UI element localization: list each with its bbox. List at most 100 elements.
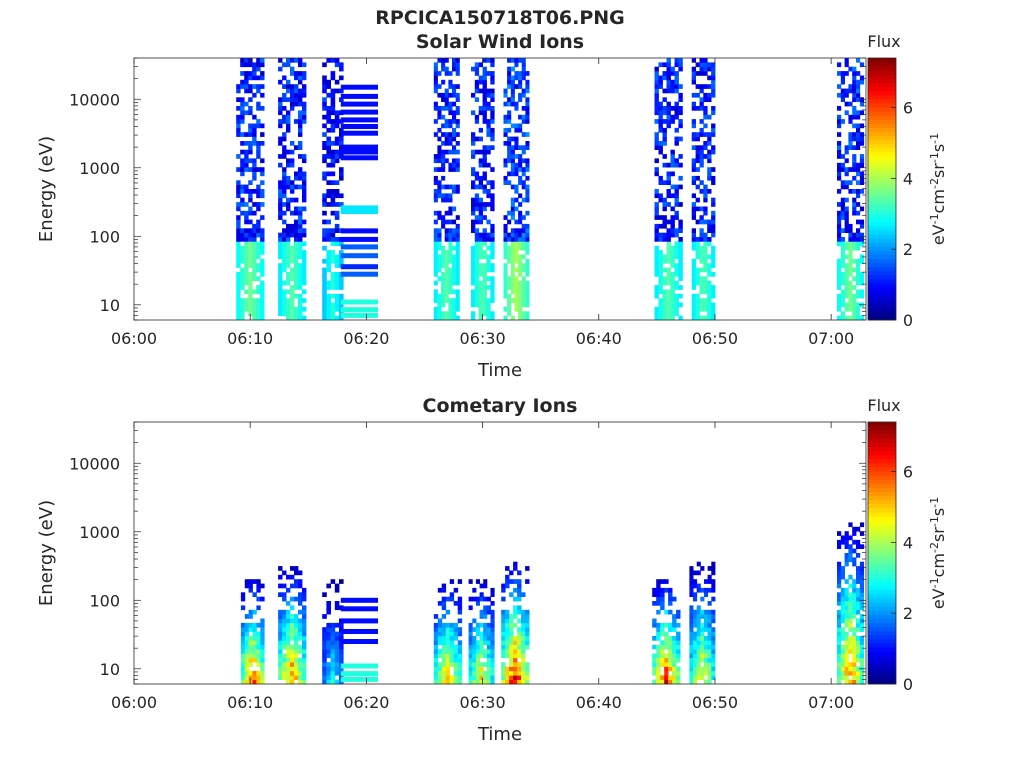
heatmap-cell bbox=[486, 258, 491, 264]
heatmap-cell bbox=[286, 79, 291, 85]
heatmap-cell bbox=[240, 62, 245, 68]
heatmap-cell bbox=[334, 202, 340, 207]
heatmap-cell bbox=[236, 84, 241, 89]
heatmap-cell bbox=[482, 84, 487, 89]
heatmap-cell bbox=[676, 640, 681, 645]
heatmap-cell bbox=[449, 653, 455, 659]
colorbar-segment bbox=[868, 536, 896, 542]
heatmap-cell bbox=[658, 285, 663, 290]
heatmap-cell bbox=[664, 587, 669, 593]
heatmap-cell bbox=[510, 250, 515, 255]
heatmap-cell bbox=[334, 215, 340, 220]
heatmap-cell bbox=[521, 263, 526, 268]
heatmap-cell bbox=[278, 58, 283, 63]
heatmap-cell bbox=[509, 670, 514, 676]
heatmap-cell bbox=[290, 315, 295, 321]
heatmap-cell bbox=[518, 58, 523, 63]
heatmap-cell bbox=[674, 285, 679, 290]
heatmap-cell bbox=[441, 197, 446, 203]
heatmap-cell bbox=[696, 657, 701, 663]
colorbar-segment bbox=[868, 242, 896, 247]
heatmap-cell bbox=[294, 315, 299, 321]
heatmap-cell bbox=[486, 88, 491, 94]
heatmap-cell bbox=[240, 84, 245, 89]
heatmap-cell bbox=[290, 644, 295, 650]
heatmap-cell bbox=[711, 657, 716, 663]
heatmap-cell bbox=[670, 106, 675, 111]
heatmap-cell bbox=[471, 315, 476, 321]
heatmap-cell bbox=[837, 62, 842, 68]
heatmap-cell bbox=[662, 62, 667, 68]
heatmap-cell bbox=[457, 618, 463, 624]
heatmap-cell bbox=[703, 280, 708, 286]
heatmap-cell bbox=[260, 649, 265, 654]
heatmap-cell bbox=[302, 92, 307, 98]
heatmap-cell bbox=[282, 250, 287, 255]
heatmap-cell bbox=[302, 114, 307, 120]
heatmap-cell bbox=[486, 679, 491, 685]
heatmap-cell bbox=[501, 622, 506, 628]
heatmap-cell bbox=[674, 254, 679, 260]
heatmap-cell bbox=[448, 245, 453, 251]
heatmap-cell bbox=[483, 675, 488, 680]
heatmap-cell bbox=[286, 114, 291, 120]
heatmap-cell bbox=[674, 241, 679, 247]
heatmap-cell bbox=[509, 592, 514, 597]
heatmap-cell bbox=[518, 215, 523, 220]
heatmap-cell bbox=[503, 289, 508, 295]
heatmap-cell bbox=[670, 258, 675, 264]
heatmap-cell bbox=[252, 62, 257, 68]
heatmap-cell bbox=[699, 285, 704, 290]
colorbar-segment bbox=[868, 295, 896, 300]
heatmap-cell bbox=[704, 622, 709, 628]
heatmap-cell bbox=[330, 58, 336, 63]
heatmap-cell bbox=[666, 298, 671, 303]
heatmap-cell bbox=[848, 666, 853, 672]
heatmap-cell bbox=[837, 644, 842, 650]
heatmap-cell bbox=[848, 644, 853, 650]
heatmap-cell bbox=[240, 132, 245, 137]
heatmap-cell bbox=[339, 653, 344, 659]
heatmap-cell bbox=[433, 245, 438, 251]
heatmap-cell bbox=[678, 202, 683, 207]
heatmap-cell bbox=[672, 618, 677, 624]
heatmap-cell bbox=[525, 631, 530, 637]
heatmap-cell bbox=[478, 158, 483, 164]
heatmap-cell bbox=[707, 636, 712, 641]
heatmap-cell bbox=[260, 232, 265, 238]
heatmap-cell bbox=[452, 306, 457, 312]
heatmap-cell bbox=[448, 119, 453, 124]
heatmap-cell bbox=[282, 596, 287, 602]
heatmap-cell bbox=[707, 254, 712, 260]
heatmap-cell bbox=[856, 180, 861, 185]
heatmap-cell bbox=[302, 101, 307, 107]
heatmap-cell bbox=[260, 293, 265, 299]
heatmap-cell bbox=[837, 223, 842, 229]
heatmap-cell bbox=[294, 175, 299, 181]
heatmap-cell bbox=[521, 649, 526, 654]
heatmap-cell bbox=[322, 197, 327, 203]
heatmap-cell bbox=[676, 649, 681, 654]
heatmap-cell bbox=[844, 605, 849, 611]
heatmap-cell bbox=[840, 272, 845, 277]
heatmap-cell bbox=[848, 306, 853, 312]
heatmap-cell bbox=[326, 171, 331, 177]
heatmap-cell bbox=[441, 293, 446, 299]
figure-title: RPCICA150718T06.PNG bbox=[375, 7, 625, 29]
heatmap-cell bbox=[844, 531, 849, 536]
heatmap-cell bbox=[322, 653, 327, 659]
heatmap-cell bbox=[856, 315, 861, 321]
heatmap-cell bbox=[514, 285, 519, 290]
heatmap-cell bbox=[662, 223, 667, 229]
heatmap-cell bbox=[334, 180, 340, 185]
heatmap-cell bbox=[691, 75, 696, 81]
heatmap-cell bbox=[236, 114, 241, 120]
heatmap-cell bbox=[248, 250, 253, 255]
heatmap-cell bbox=[707, 644, 712, 650]
heatmap-cell bbox=[844, 210, 849, 216]
heatmap-cell bbox=[664, 609, 669, 615]
heatmap-cell bbox=[478, 136, 483, 142]
heatmap-cell bbox=[441, 106, 446, 111]
heatmap-cell bbox=[856, 592, 861, 597]
